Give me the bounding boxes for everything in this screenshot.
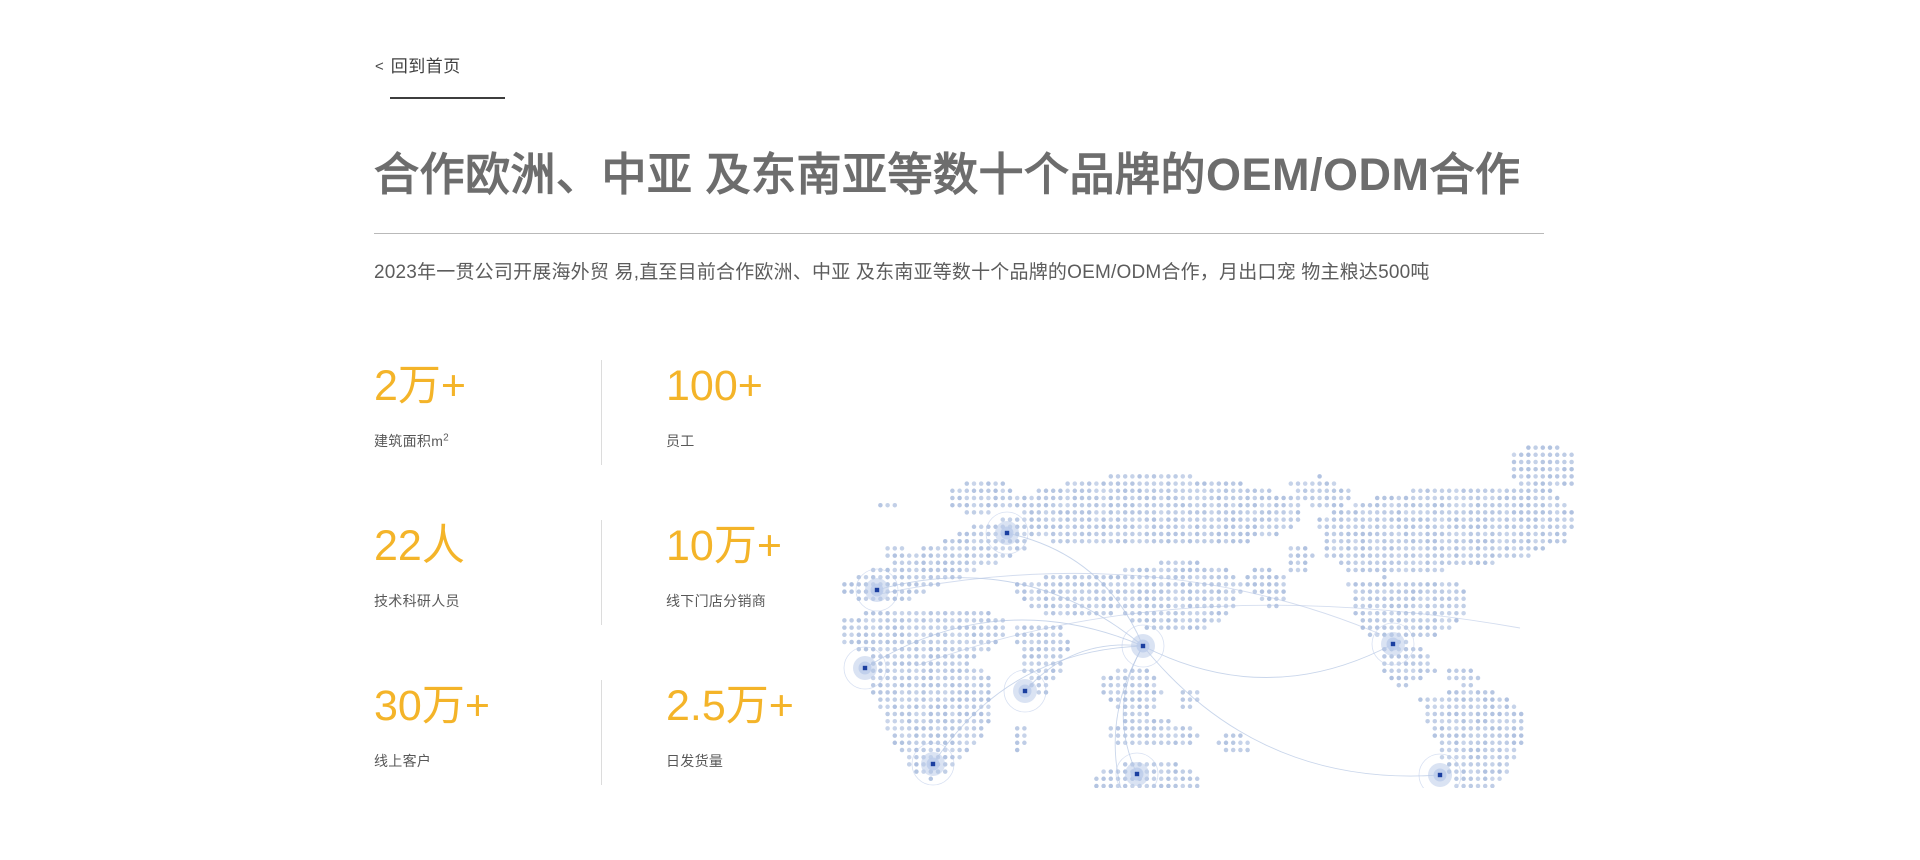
- page-title: 合作欧洲、中亚 及东南亚等数十个品牌的OEM/ODM合作: [374, 147, 1521, 203]
- map-marker-northern-europe[interactable]: [986, 512, 1028, 554]
- stat-value: 2万+: [374, 364, 601, 409]
- map-dot-layer: [842, 445, 1574, 788]
- page-subtitle: 2023年一贯公司开展海外贸 易,直至目前合作欧洲、中亚 及东南亚等数十个品牌的…: [374, 258, 1430, 288]
- stat-value: 22人: [374, 524, 601, 569]
- stat-label-text: 线下门店分销商: [666, 593, 766, 609]
- stat-online-customers: 30万+ 线上客户: [374, 672, 601, 832]
- stat-label: 建筑面积m2: [374, 431, 601, 451]
- stat-building-area: 2万+ 建筑面积m2: [374, 352, 601, 512]
- stats-grid: 2万+ 建筑面积m2 100+ 员工 22人 技术科研人员 10万+ 线下门店分…: [374, 352, 829, 832]
- stat-value: 30万+: [374, 684, 601, 729]
- company-overview-page: < 回到首页 合作欧洲、中亚 及东南亚等数十个品牌的OEM/ODM合作 2023…: [0, 0, 1920, 860]
- back-link-underline: [390, 97, 505, 99]
- stats-row: 2万+ 建筑面积m2 100+ 员工: [374, 352, 829, 512]
- stats-row: 30万+ 线上客户 2.5万+ 日发货量: [374, 672, 829, 832]
- stat-daily-shipments: 2.5万+ 日发货量: [601, 672, 828, 832]
- stat-value: 100+: [666, 364, 828, 409]
- stat-label: 线上客户: [374, 751, 601, 771]
- stat-value: 2.5万+: [666, 684, 828, 729]
- stat-technical-staff: 22人 技术科研人员: [374, 512, 601, 672]
- stat-label-superscript: 2: [443, 432, 449, 443]
- stat-label-text: 技术科研人员: [374, 593, 460, 609]
- map-marker-western-europe[interactable]: [856, 569, 898, 611]
- stat-employees: 100+ 员工: [601, 352, 828, 512]
- title-divider-rule: [374, 233, 1544, 234]
- back-to-home-link[interactable]: < 回到首页: [375, 58, 461, 75]
- stat-value: 10万+: [666, 524, 828, 569]
- stat-label: 技术科研人员: [374, 591, 601, 611]
- stat-label-text: 员工: [666, 433, 695, 449]
- stat-label-text: 日发货量: [666, 753, 723, 769]
- world-map-svg: [820, 398, 1590, 788]
- stats-row: 22人 技术科研人员 10万+ 线下门店分销商: [374, 512, 829, 672]
- stat-label: 线下门店分销商: [666, 591, 828, 611]
- stat-offline-distributors: 10万+ 线下门店分销商: [601, 512, 828, 672]
- map-marker-east-asia-hub[interactable]: [1122, 625, 1164, 667]
- world-map: [820, 398, 1590, 788]
- map-marker-southeast-asia[interactable]: [1116, 753, 1158, 788]
- chevron-left-icon: <: [375, 59, 384, 74]
- back-to-home-label: 回到首页: [391, 58, 461, 75]
- stat-label-text: 线上客户: [374, 753, 431, 769]
- stat-label-text: 建筑面积m: [374, 433, 443, 449]
- stat-label: 员工: [666, 431, 828, 451]
- stat-label: 日发货量: [666, 751, 828, 771]
- map-marker-north-africa-west[interactable]: [844, 647, 886, 689]
